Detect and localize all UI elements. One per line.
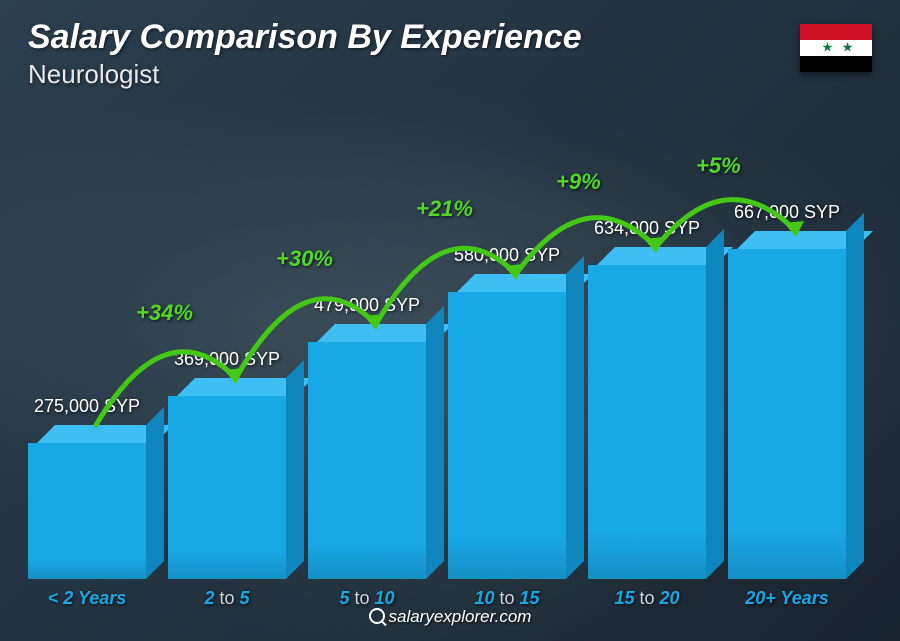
bar: [588, 247, 706, 579]
bar-side-face: [286, 360, 304, 579]
bar-front-face: [28, 443, 146, 579]
x-axis-category: < 2 Years: [18, 588, 156, 609]
bar-group: 634,000 SYP15 to 20: [588, 247, 706, 579]
flag-star-icon: ★: [842, 40, 854, 56]
header: Salary Comparison By Experience Neurolog…: [28, 18, 582, 90]
bar-front-face: [588, 265, 706, 579]
growth-label: +34%: [136, 300, 193, 326]
x-axis-category: 5 to 10: [298, 588, 436, 609]
footer-text: salaryexplorer.com: [389, 607, 532, 626]
growth-label: +5%: [696, 153, 741, 179]
bar-side-face: [706, 229, 724, 579]
chart-title: Salary Comparison By Experience: [28, 18, 582, 57]
flag-stripe-black: [800, 56, 872, 72]
bar: [728, 231, 846, 579]
growth-arc: [636, 131, 836, 257]
x-axis-category: 10 to 15: [438, 588, 576, 609]
country-flag-syria: ★ ★: [800, 24, 872, 72]
bar-chart: 275,000 SYP< 2 Years369,000 SYP2 to 5+34…: [28, 99, 856, 579]
magnifier-icon: [369, 608, 385, 624]
x-axis-category: 15 to 20: [578, 588, 716, 609]
bar-side-face: [846, 213, 864, 579]
bar-group: 275,000 SYP< 2 Years: [28, 425, 146, 579]
growth-label: +30%: [276, 246, 333, 272]
x-axis-category: 2 to 5: [158, 588, 296, 609]
growth-label: +9%: [556, 169, 601, 195]
growth-label: +21%: [416, 196, 473, 222]
flag-stripe-white: ★ ★: [800, 40, 872, 56]
footer: salaryexplorer.com: [0, 607, 900, 627]
flag-star-icon: ★: [822, 40, 834, 56]
bar-side-face: [566, 256, 584, 579]
x-axis-category: 20+ Years: [718, 588, 856, 609]
chart-subtitle: Neurologist: [28, 59, 582, 90]
bar-side-face: [426, 306, 444, 579]
bar-front-face: [448, 292, 566, 579]
bar: [28, 425, 146, 579]
flag-stripe-red: [800, 24, 872, 40]
bar-front-face: [728, 249, 846, 579]
bar-group: 667,000 SYP20+ Years: [728, 231, 846, 579]
